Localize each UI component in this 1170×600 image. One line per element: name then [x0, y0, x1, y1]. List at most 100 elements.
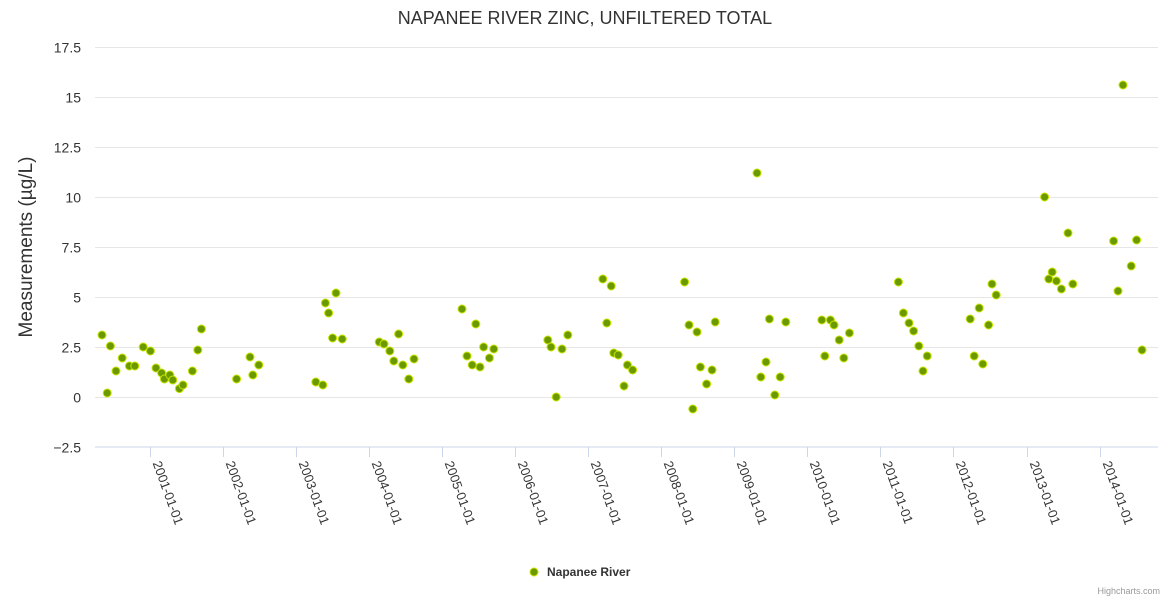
data-point[interactable] [969, 351, 979, 361]
data-point[interactable] [710, 317, 720, 327]
data-point[interactable] [695, 362, 705, 372]
data-point[interactable] [168, 375, 178, 385]
data-point[interactable] [138, 342, 148, 352]
data-point[interactable] [898, 308, 908, 318]
data-point[interactable] [817, 315, 827, 325]
data-point[interactable] [974, 303, 984, 313]
data-point[interactable] [829, 320, 839, 330]
data-point[interactable] [1047, 267, 1057, 277]
data-point[interactable] [398, 360, 408, 370]
data-point[interactable] [756, 372, 766, 382]
data-point[interactable] [619, 381, 629, 391]
data-point[interactable] [331, 288, 341, 298]
data-point[interactable] [111, 366, 121, 376]
data-point[interactable] [245, 352, 255, 362]
data-point[interactable] [187, 366, 197, 376]
data-point[interactable] [692, 327, 702, 337]
data-point[interactable] [385, 346, 395, 356]
data-point[interactable] [598, 274, 608, 284]
data-point[interactable] [781, 317, 791, 327]
data-point[interactable] [914, 341, 924, 351]
data-point[interactable] [752, 168, 762, 178]
data-point[interactable] [613, 350, 623, 360]
data-point[interactable] [324, 308, 334, 318]
data-point[interactable] [151, 363, 161, 373]
data-point[interactable] [834, 335, 844, 345]
data-point[interactable] [389, 356, 399, 366]
data-point[interactable] [394, 329, 404, 339]
data-point[interactable] [489, 344, 499, 354]
data-point[interactable] [475, 362, 485, 372]
data-point[interactable] [232, 374, 242, 384]
data-point[interactable] [102, 388, 112, 398]
data-point[interactable] [775, 372, 785, 382]
data-point[interactable] [1132, 235, 1142, 245]
legend[interactable]: Napanee River [529, 565, 631, 579]
data-point[interactable] [457, 304, 467, 314]
data-point[interactable] [820, 351, 830, 361]
data-point[interactable] [97, 330, 107, 340]
data-point[interactable] [563, 330, 573, 340]
data-point[interactable] [248, 370, 258, 380]
data-point[interactable] [318, 380, 328, 390]
data-point[interactable] [1113, 286, 1123, 296]
data-point[interactable] [1137, 345, 1147, 355]
data-point[interactable] [984, 320, 994, 330]
data-point[interactable] [254, 360, 264, 370]
data-point[interactable] [546, 342, 556, 352]
data-point[interactable] [602, 318, 612, 328]
data-point[interactable] [1051, 276, 1061, 286]
data-point[interactable] [987, 279, 997, 289]
data-point[interactable] [965, 314, 975, 324]
data-point[interactable] [105, 341, 115, 351]
data-point[interactable] [991, 290, 1001, 300]
data-point[interactable] [770, 390, 780, 400]
data-point[interactable] [145, 346, 155, 356]
data-point[interactable] [684, 320, 694, 330]
data-point[interactable] [904, 318, 914, 328]
data-point[interactable] [978, 359, 988, 369]
data-point[interactable] [467, 360, 477, 370]
data-point[interactable] [1063, 228, 1073, 238]
data-point[interactable] [1126, 261, 1136, 271]
data-point[interactable] [178, 380, 188, 390]
data-point[interactable] [606, 281, 616, 291]
data-point[interactable] [337, 334, 347, 344]
legend-item-napanee-river[interactable]: Napanee River [547, 565, 631, 579]
data-point[interactable] [193, 345, 203, 355]
data-point[interactable] [1056, 284, 1066, 294]
data-point[interactable] [471, 319, 481, 329]
credits-link[interactable]: Highcharts.com [1097, 586, 1160, 596]
data-point[interactable] [551, 392, 561, 402]
data-point[interactable] [328, 333, 338, 343]
data-point[interactable] [839, 353, 849, 363]
data-point[interactable] [1118, 80, 1128, 90]
data-point[interactable] [557, 344, 567, 354]
data-point[interactable] [893, 277, 903, 287]
data-point[interactable] [320, 298, 330, 308]
data-point[interactable] [702, 379, 712, 389]
data-point[interactable] [688, 404, 698, 414]
data-point[interactable] [379, 339, 389, 349]
data-point[interactable] [844, 328, 854, 338]
data-point[interactable] [764, 314, 774, 324]
data-point[interactable] [922, 351, 932, 361]
legend-marker[interactable] [529, 567, 539, 577]
data-point[interactable] [479, 342, 489, 352]
data-point[interactable] [707, 365, 717, 375]
data-point[interactable] [409, 354, 419, 364]
series-napanee-river[interactable] [97, 80, 1147, 414]
data-point[interactable] [484, 353, 494, 363]
data-point[interactable] [196, 324, 206, 334]
data-point[interactable] [462, 351, 472, 361]
data-point[interactable] [1040, 192, 1050, 202]
data-point[interactable] [628, 365, 638, 375]
data-point[interactable] [404, 374, 414, 384]
data-point[interactable] [117, 353, 127, 363]
data-point[interactable] [130, 361, 140, 371]
data-point[interactable] [1109, 236, 1119, 246]
data-point[interactable] [909, 326, 919, 336]
data-point[interactable] [1068, 279, 1078, 289]
data-point[interactable] [680, 277, 690, 287]
data-point[interactable] [761, 357, 771, 367]
